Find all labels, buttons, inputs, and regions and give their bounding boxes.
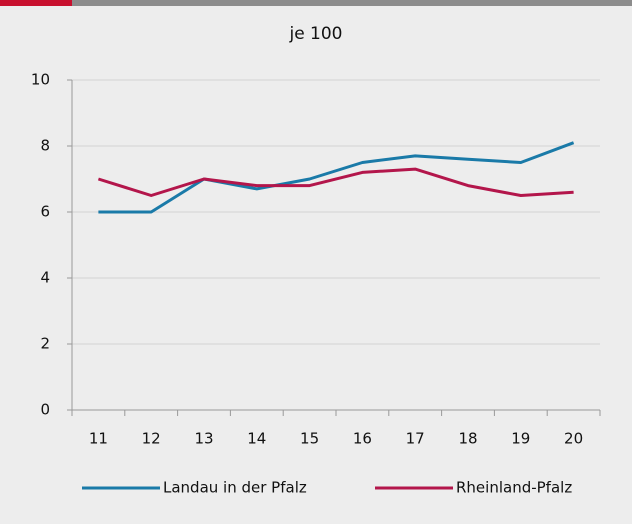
x-tick-label: 19 [511, 430, 530, 448]
x-tick-label: 17 [406, 430, 425, 448]
series-line [98, 141, 575, 214]
legend-label: Rheinland-Pfalz [456, 479, 572, 497]
legend-label: Landau in der Pfalz [163, 479, 307, 497]
y-tick-label: 8 [40, 137, 50, 155]
y-tick-label: 4 [40, 269, 50, 287]
chart-title: je 100 [288, 24, 342, 44]
top-accent [0, 0, 72, 6]
x-tick-label: 16 [353, 430, 372, 448]
x-tick-label: 15 [300, 430, 319, 448]
x-tick-label: 20 [564, 430, 583, 448]
series-line [97, 167, 574, 197]
y-tick-label: 0 [40, 401, 50, 419]
x-tick-label: 11 [89, 430, 108, 448]
x-tick-label: 14 [247, 430, 266, 448]
x-tick-label: 18 [458, 430, 477, 448]
x-tick-label: 12 [142, 430, 161, 448]
top-bar [72, 0, 632, 6]
x-tick-label: 13 [194, 430, 213, 448]
y-tick-label: 6 [40, 203, 50, 221]
y-tick-label: 10 [31, 71, 50, 89]
y-tick-label: 2 [40, 335, 50, 353]
